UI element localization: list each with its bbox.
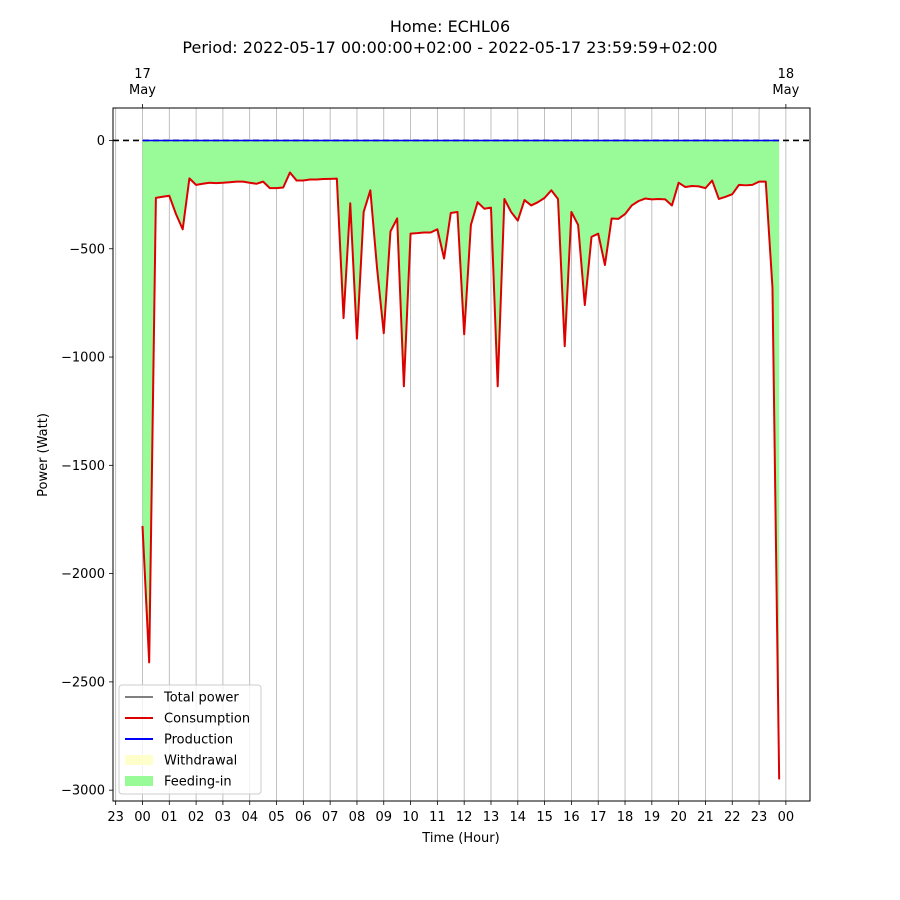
legend-label: Withdrawal <box>164 754 237 769</box>
y-tick-label: −3000 <box>61 784 105 799</box>
x-tick-label: 14 <box>510 810 527 825</box>
legend-label: Feeding-in <box>164 775 232 790</box>
x-tick-label: 09 <box>375 810 392 825</box>
chart-subtitle: Period: 2022-05-17 00:00:00+02:00 - 2022… <box>182 38 717 57</box>
legend-swatch-feeding-in <box>125 776 153 786</box>
x-tick-label: 07 <box>322 810 339 825</box>
x-tick-label: 23 <box>107 810 124 825</box>
y-axis-label: Power (Watt) <box>36 413 51 497</box>
legend-label: Consumption <box>164 712 250 727</box>
y-tick-label: 0 <box>97 134 105 149</box>
line-layer <box>113 139 810 780</box>
legend-box <box>118 684 262 795</box>
x-tick-label: 06 <box>295 810 312 825</box>
x-tick-label: 12 <box>456 810 473 825</box>
y-tick-label: −500 <box>69 242 105 257</box>
x-tick-label: 15 <box>536 810 553 825</box>
x-tick-label: 17 <box>590 810 607 825</box>
y-axis: 0 −500 −1000 −1500 −2000 −2500 −3000 <box>61 134 113 799</box>
x-tick-label: 18 <box>617 810 634 825</box>
fill-layer <box>142 140 780 780</box>
x-tick-label: 01 <box>161 810 178 825</box>
x-tick-label: 04 <box>241 810 258 825</box>
x-tick-label: 10 <box>402 810 419 825</box>
y-tick-label: −2500 <box>61 675 105 690</box>
chart-title: Home: ECHL06 <box>390 17 510 36</box>
x-tick-label: 05 <box>268 810 285 825</box>
top-tick-day: 18 <box>778 67 795 82</box>
legend: Total power Consumption Production Withdraw… <box>118 684 262 795</box>
x-tick-label: 08 <box>349 810 366 825</box>
x-tick-label: 03 <box>215 810 232 825</box>
top-tick-day: 17 <box>134 67 151 82</box>
x-tick-label: 00 <box>778 810 795 825</box>
x-tick-label: 21 <box>697 810 714 825</box>
y-tick-label: −1500 <box>61 459 105 474</box>
legend-swatch-withdrawal <box>125 755 153 765</box>
legend-label: Total power <box>163 691 239 706</box>
feeding-in-area <box>142 140 780 780</box>
y-tick-label: −1000 <box>61 351 105 366</box>
x-tick-label: 23 <box>751 810 768 825</box>
x-axis: 23 00 01 02 03 04 05 06 07 08 09 10 11 12 13 14 15 16 17 18… <box>107 801 794 825</box>
x-tick-label: 22 <box>724 810 741 825</box>
consumption-line <box>141 171 781 780</box>
x-tick-label: 13 <box>483 810 500 825</box>
x-tick-label: 20 <box>670 810 687 825</box>
legend-label: Production <box>164 733 233 748</box>
plot-frame <box>112 107 811 802</box>
top-tick-month: May <box>772 83 799 98</box>
legend-items: Total power Consumption Production Withdraw… <box>125 691 250 790</box>
top-tick-month: May <box>129 83 156 98</box>
y-tick-label: −2000 <box>61 567 105 582</box>
x-tick-label: 19 <box>644 810 661 825</box>
x-axis-label: Time (Hour) <box>421 831 499 846</box>
x-tick-label: 16 <box>563 810 580 825</box>
x-tick-label: 00 <box>134 810 151 825</box>
x-tick-label: 02 <box>188 810 205 825</box>
x-tick-label: 11 <box>429 810 446 825</box>
